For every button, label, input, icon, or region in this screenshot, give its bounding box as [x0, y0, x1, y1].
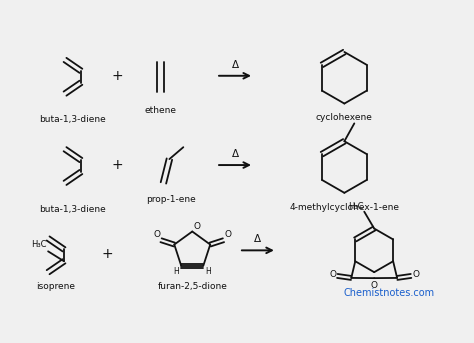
Text: O: O: [225, 230, 231, 239]
Text: furan-2,5-dione: furan-2,5-dione: [157, 282, 227, 291]
Text: H: H: [205, 267, 211, 275]
Text: Δ: Δ: [255, 234, 262, 245]
Text: +: +: [102, 247, 114, 261]
Text: buta-1,3-diene: buta-1,3-diene: [40, 205, 106, 214]
Text: Δ: Δ: [231, 149, 238, 159]
Text: Chemistnotes.com: Chemistnotes.com: [344, 288, 435, 298]
Text: O: O: [153, 230, 160, 239]
Text: H₃C: H₃C: [348, 202, 363, 211]
Text: H₃C: H₃C: [32, 240, 47, 249]
Text: cyclohexene: cyclohexene: [316, 114, 373, 122]
Text: O: O: [193, 222, 200, 230]
Text: O: O: [371, 281, 378, 290]
Text: +: +: [112, 158, 124, 172]
Text: ethene: ethene: [145, 106, 176, 115]
Text: Δ: Δ: [231, 60, 238, 70]
Text: prop-1-ene: prop-1-ene: [146, 195, 196, 204]
Text: +: +: [112, 69, 124, 83]
Text: buta-1,3-diene: buta-1,3-diene: [40, 116, 106, 125]
Text: 4-methylcyclohex-1-ene: 4-methylcyclohex-1-ene: [289, 203, 400, 212]
Text: O: O: [329, 270, 337, 280]
Text: isoprene: isoprene: [36, 282, 75, 291]
Text: O: O: [412, 270, 419, 280]
Text: H: H: [173, 267, 179, 275]
